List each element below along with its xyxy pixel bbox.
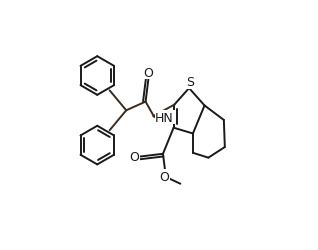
Text: HN: HN: [155, 111, 174, 124]
Text: O: O: [129, 150, 139, 164]
Text: O: O: [143, 66, 153, 79]
Text: S: S: [186, 76, 194, 89]
Text: O: O: [159, 170, 169, 183]
